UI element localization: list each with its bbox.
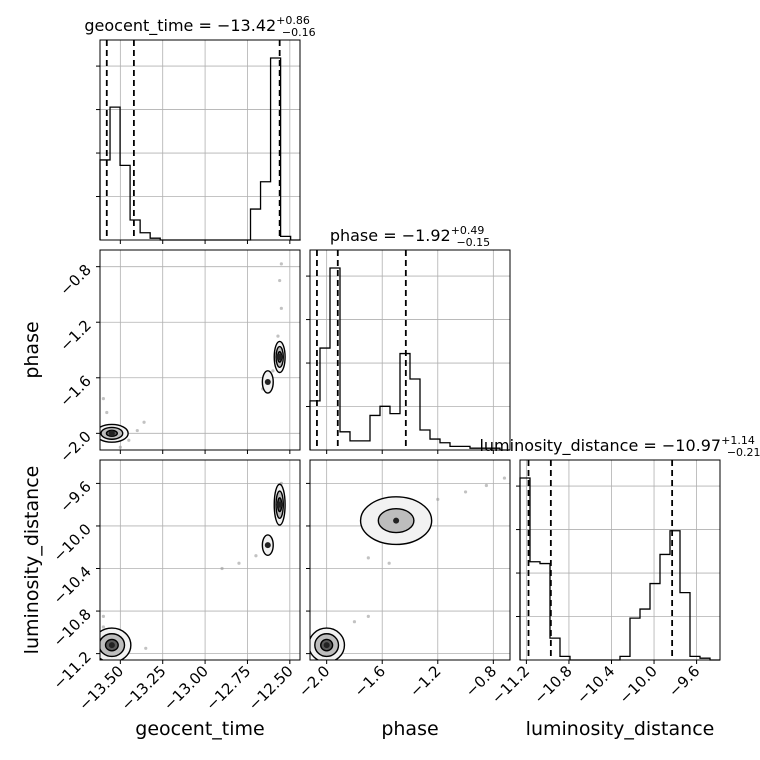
x-axis-label-geocent_time: geocent_time [135, 718, 264, 740]
panel-frame [99, 249, 301, 451]
x-tick-label-geocent_time: −13.25 [118, 662, 170, 714]
scatter-point [484, 483, 488, 488]
scatter-panel-geocent_time-luminosity_distance [96, 459, 301, 664]
panel-content [310, 476, 507, 660]
scatter-point [436, 497, 440, 501]
y-tick-label-luminosity_distance: −11.2 [50, 648, 95, 693]
contour-peak [264, 378, 271, 385]
contour-peak [264, 542, 271, 549]
contour-peak [108, 642, 115, 649]
title-main: geocent_time = −13.42 [84, 16, 276, 36]
title-geocent_time: geocent_time = −13.42+0.86 −0.16 [84, 14, 315, 39]
scatter-point [135, 428, 139, 433]
title-minus: −0.21 [727, 446, 760, 459]
title-main: luminosity_distance = −10.97 [479, 436, 721, 456]
x-tick-label-luminosity_distance: −11.2 [488, 662, 533, 707]
scatter-point [237, 561, 241, 565]
x-tick-label-luminosity_distance: −10.4 [573, 662, 618, 707]
hist-panel-luminosity_distance: luminosity_distance = −10.97+1.14 −0.21 [479, 434, 760, 664]
x-tick-label-luminosity_distance: −9.6 [665, 662, 703, 700]
panel-frame [519, 459, 721, 661]
contour-peak [276, 353, 283, 360]
x-tick-label-luminosity_distance: −10.0 [616, 662, 661, 707]
y-axis-label-luminosity_distance: luminosity_distance [21, 466, 43, 655]
contour-peak [276, 501, 283, 508]
y-tick-label-luminosity_distance: −10.4 [50, 563, 95, 608]
y-tick-label-luminosity_distance: −10.8 [50, 605, 95, 650]
scatter-point [366, 556, 370, 560]
x-tick-label-geocent_time: −13.00 [160, 662, 212, 714]
scatter-point [366, 614, 370, 618]
scatter-point [278, 278, 282, 283]
scatter-point [101, 397, 105, 401]
x-tick-label-phase: −1.2 [406, 662, 444, 700]
scatter-point [254, 554, 258, 558]
y-axis-label-phase: phase [21, 321, 43, 378]
x-tick-label-geocent_time: −12.75 [202, 662, 254, 714]
y-tick-label-phase: −0.8 [56, 261, 94, 299]
scatter-point [387, 561, 391, 565]
panel-frame [99, 39, 301, 241]
x-axis-label-luminosity_distance: luminosity_distance [526, 718, 715, 740]
title-main: phase = −1.92 [330, 226, 451, 245]
hist-panel-geocent_time: geocent_time = −13.42+0.86 −0.16 [84, 14, 316, 244]
title-plus: +1.14 [721, 434, 755, 447]
contour-peak [323, 642, 330, 649]
scatter-point [144, 646, 148, 650]
y-tick-label-phase: −2.0 [56, 427, 94, 465]
y-tick-label-phase: −1.6 [56, 372, 94, 410]
x-axis-label-phase: phase [381, 718, 438, 740]
panel-content [100, 481, 286, 660]
y-tick-label-luminosity_distance: −10.0 [50, 520, 95, 565]
scatter-point [220, 566, 224, 571]
scatter-point [142, 420, 146, 424]
title-minus: −0.16 [282, 26, 316, 39]
contour-peak [108, 430, 115, 437]
x-tick-label-luminosity_distance: −10.8 [531, 662, 576, 707]
scatter-point [276, 334, 280, 338]
title-luminosity_distance: luminosity_distance = −10.97+1.14 −0.21 [479, 434, 760, 459]
title-plus: +0.86 [276, 14, 310, 27]
hist-panel-phase: phase = −1.92+0.49 −0.15 [306, 224, 511, 454]
scatter-point [101, 614, 105, 618]
x-tick-label-phase: −2.0 [295, 662, 333, 700]
scatter-point [118, 445, 122, 449]
y-tick-label-luminosity_distance: −9.6 [56, 478, 94, 516]
title-plus: +0.49 [451, 224, 485, 237]
panel-frame [99, 459, 301, 661]
histogram-geocent_time [99, 57, 301, 241]
x-tick-label-geocent_time: −12.50 [245, 662, 297, 714]
scatter-panel-phase-luminosity_distance [306, 459, 511, 664]
panel-frame [309, 249, 511, 451]
scatter-panel-geocent_time-phase [96, 249, 301, 454]
scatter-point [463, 490, 468, 494]
contour-peak [393, 517, 400, 524]
scatter-point [279, 306, 283, 310]
scatter-point [101, 625, 105, 629]
scatter-point [352, 620, 357, 624]
x-tick-label-phase: −1.6 [351, 662, 389, 700]
panel-frame [309, 459, 511, 661]
scatter-point [502, 476, 507, 480]
title-minus: −0.15 [456, 236, 490, 249]
scatter-point [279, 262, 283, 266]
panel-content [100, 262, 286, 449]
title-phase: phase = −1.92+0.49 −0.15 [330, 224, 490, 249]
histogram-phase [309, 267, 510, 451]
y-tick-label-phase: −1.2 [56, 316, 94, 354]
scatter-point [271, 369, 275, 373]
scatter-point [127, 438, 131, 442]
scatter-point [105, 410, 109, 415]
